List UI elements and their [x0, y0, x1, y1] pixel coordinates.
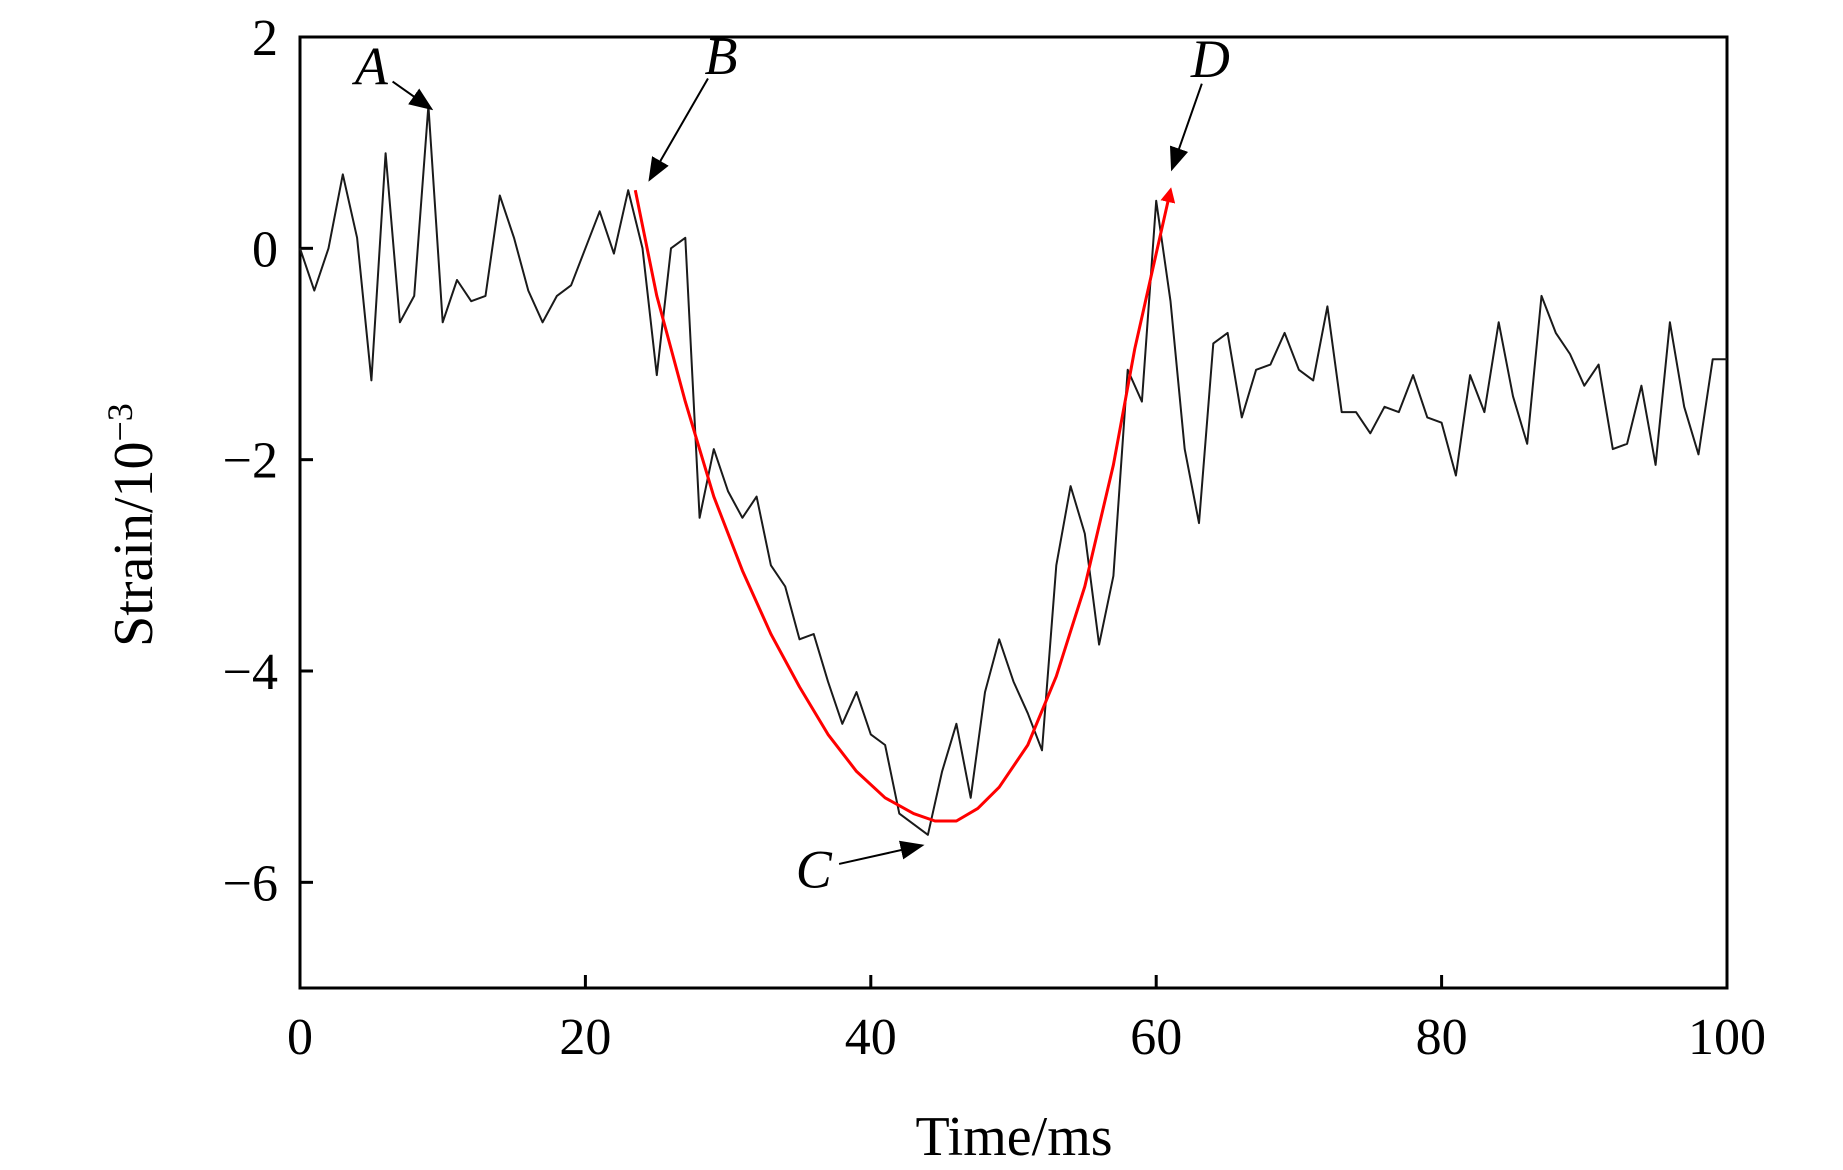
plot-frame — [298, 35, 1729, 990]
y-tick-label: −6 — [223, 855, 278, 912]
y-axis-title-exponent: −3 — [100, 403, 140, 441]
x-tick-label: 20 — [559, 1009, 611, 1066]
y-tick-label: 0 — [252, 221, 278, 278]
y-tick-label: 2 — [252, 10, 278, 67]
annotation-label-a: A — [352, 37, 389, 97]
x-axis-title: Time/ms — [915, 1106, 1112, 1168]
fitted-curve-line — [633, 187, 1176, 823]
x-tick-label: 80 — [1416, 1009, 1468, 1066]
annotation-arrow-d — [1169, 83, 1203, 172]
x-tick-label: 40 — [845, 1009, 897, 1066]
x-tick-label: 60 — [1130, 1009, 1182, 1066]
series-layer — [299, 104, 1727, 836]
y-tick-label: −2 — [223, 433, 278, 490]
annotations-layer: A B C D — [352, 26, 1230, 900]
annotation-arrow-a — [392, 80, 434, 111]
x-tick-label: 0 — [287, 1009, 313, 1066]
annotation-arrow-c — [838, 840, 925, 865]
y-tick-label: −4 — [223, 644, 278, 701]
annotation-label-b: B — [704, 26, 737, 86]
annotation-label-d: D — [1190, 29, 1230, 89]
y-axis-title: Strain/10−3 — [100, 403, 165, 647]
x-tick-label: 100 — [1688, 1009, 1766, 1066]
y-axis-title-base: Strain/10 — [103, 441, 165, 646]
annotation-label-c: C — [796, 840, 833, 900]
annotation-arrow-b — [648, 78, 709, 182]
strain-series-line — [299, 104, 1727, 836]
